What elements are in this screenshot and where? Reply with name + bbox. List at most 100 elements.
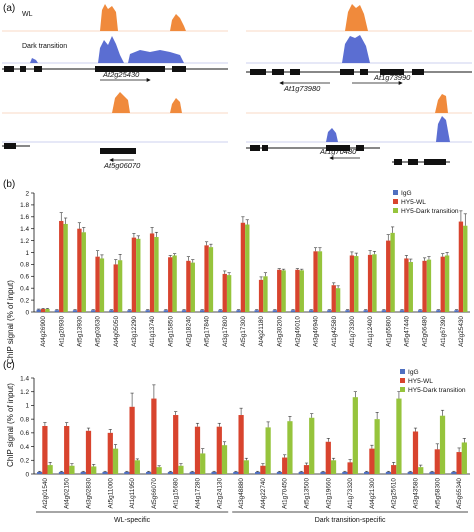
c-category-label: At5g11000 xyxy=(107,478,114,509)
b-bar xyxy=(45,309,50,312)
c-bar xyxy=(282,457,288,474)
c-category-label: At2g25610 xyxy=(391,478,398,509)
b-category-label: At4g26900 xyxy=(40,316,47,347)
b-bar xyxy=(372,254,377,312)
c-category-label: At4g22740 xyxy=(260,478,267,509)
c-bar xyxy=(200,453,206,474)
b-bar xyxy=(54,310,60,312)
b-bar xyxy=(345,310,350,312)
panel-b-axes: 0 0.2 0.4 0.6 0.8 1 1.2 1.4 1.6 1.8 2 xyxy=(20,190,470,316)
c-ytick-label: 0.6 xyxy=(20,430,29,437)
c-category-label: At5g66070 xyxy=(151,478,158,509)
c-bar xyxy=(189,471,195,474)
b-category-label: At5g17300 xyxy=(240,316,247,347)
track-wl-region3 xyxy=(2,92,228,114)
b-bar xyxy=(363,310,368,312)
b-legend-swatch xyxy=(393,208,398,213)
c-bar xyxy=(238,415,244,474)
b-category-label: At3g12290 xyxy=(131,316,138,347)
c-bar xyxy=(221,445,228,474)
b-bar xyxy=(454,310,459,312)
c-bar xyxy=(347,462,353,474)
c-group-label: Dark transition-specific xyxy=(315,517,386,524)
peak-wl-2 xyxy=(170,14,186,31)
c-bar xyxy=(418,467,424,474)
b-bar xyxy=(245,224,250,312)
c-bar xyxy=(146,471,152,474)
c-bar xyxy=(369,448,375,474)
c-bar xyxy=(178,465,184,474)
b-bar xyxy=(91,310,96,312)
c-ytick-label: 1.2 xyxy=(20,389,29,396)
b-bar xyxy=(367,254,373,312)
b-bar xyxy=(149,233,155,312)
b-bar xyxy=(127,310,132,312)
c-legend-label: HY5-Dark transition xyxy=(408,387,466,394)
panel-b-xlabels: At4g26900 At1g20930 At5g13930 At5g03630 At4g… xyxy=(40,316,465,347)
gene-model-region3: At5g06070 xyxy=(2,143,141,170)
b-category-label: At1g65800 xyxy=(385,316,392,347)
peak-dark-5 xyxy=(326,128,338,142)
b-bar xyxy=(436,310,441,312)
b-bar xyxy=(81,232,86,312)
panel-a-tracks: (a) WL Dark transition At2g25430 xyxy=(2,3,472,170)
c-category-label: At3g02830 xyxy=(86,478,93,509)
b-category-label: At4g21180 xyxy=(258,316,265,347)
b-bar xyxy=(59,220,64,312)
b-ytick-label: 0 xyxy=(25,309,29,316)
c-bar xyxy=(233,471,239,474)
b-category-label: At5g03630 xyxy=(95,316,102,347)
c-bar xyxy=(85,430,92,474)
b-bar xyxy=(313,251,318,312)
c-ytick-label: 1 xyxy=(25,403,29,410)
c-bar xyxy=(456,452,462,474)
b-bar xyxy=(236,310,241,312)
b-bar xyxy=(95,256,100,312)
c-bar xyxy=(330,460,337,474)
b-category-label: At2g18240 xyxy=(185,316,192,347)
c-category-label: At4g21300 xyxy=(369,478,376,509)
c-bar xyxy=(107,432,113,474)
b-bar xyxy=(390,232,395,312)
b-bar xyxy=(463,225,468,312)
c-category-label: At1g73320 xyxy=(347,478,354,509)
track-dark-region2 xyxy=(246,35,472,64)
b-bar xyxy=(399,310,405,312)
b-ytick-label: 2 xyxy=(25,190,29,197)
c-category-label: At1g70450 xyxy=(282,478,289,509)
c-bar xyxy=(80,471,86,474)
c-bar xyxy=(102,471,108,474)
b-category-label: At5g47440 xyxy=(403,316,410,347)
c-bar xyxy=(309,417,315,474)
c-bar xyxy=(112,448,119,474)
b-bar xyxy=(272,310,278,312)
c-category-label: At2g24130 xyxy=(216,478,223,509)
c-ytick-label: 0.4 xyxy=(20,444,29,451)
b-category-label: At1g12400 xyxy=(367,316,374,347)
b-category-label: At5g17840 xyxy=(204,316,211,347)
b-ytick-label: 1.8 xyxy=(20,202,29,209)
c-category-label: At5g13500 xyxy=(304,478,311,509)
c-bar xyxy=(37,471,43,474)
b-bar xyxy=(258,279,264,312)
c-category-label: At5g65340 xyxy=(456,478,463,509)
b-bar xyxy=(63,223,68,312)
b-bar xyxy=(208,247,214,312)
track-wl-region4 xyxy=(246,94,472,114)
c-bar xyxy=(412,431,419,474)
b-bar xyxy=(145,310,150,312)
panel-c-xlabels: At2g01540 At4g02150 At3g02830 At5g11000 At1g… xyxy=(42,478,463,509)
b-bar xyxy=(309,310,314,312)
b-bar xyxy=(444,255,450,312)
peak-dark-2 xyxy=(128,50,184,63)
b-category-label: At3g30200 xyxy=(276,316,283,347)
c-bar xyxy=(42,426,48,474)
b-ytick-label: 0.4 xyxy=(20,286,29,293)
c-bar xyxy=(58,471,65,474)
b-category-label: At4g05050 xyxy=(113,316,120,347)
c-bar xyxy=(434,449,440,474)
peak-dark-4 xyxy=(342,35,370,63)
c-category-label: At4g02150 xyxy=(64,478,71,509)
c-bar xyxy=(451,471,457,474)
